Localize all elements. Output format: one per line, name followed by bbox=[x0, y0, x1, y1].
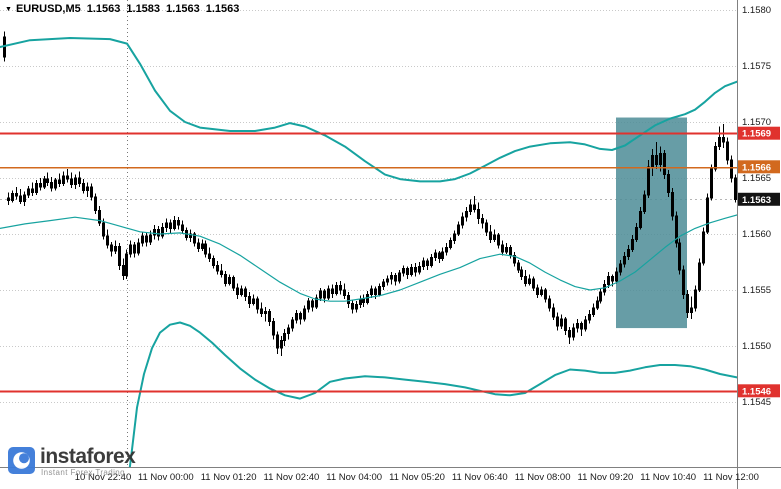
time-axis-label: 11 Nov 08:00 bbox=[515, 472, 571, 483]
time-axis-label: 11 Nov 02:40 bbox=[263, 472, 319, 483]
price-axis-label: 1.1555 bbox=[742, 285, 771, 296]
time-axis-label: 11 Nov 12:00 bbox=[703, 472, 759, 483]
chart-title: ▼ EURUSD,M5 1.1563 1.1583 1.1563 1.1563 bbox=[5, 3, 239, 15]
time-axis[interactable]: 10 Nov 22:40 11 Nov 00:00 11 Nov 01:20 11 N… bbox=[0, 467, 781, 489]
price-axis-label: 1.1580 bbox=[742, 5, 771, 16]
collapse-arrow-icon[interactable]: ▼ bbox=[5, 5, 12, 13]
bollinger-upper-line bbox=[0, 37, 737, 183]
price-axis-label: 1.1575 bbox=[742, 61, 771, 72]
time-axis-label: 11 Nov 04:00 bbox=[326, 472, 382, 483]
price-badge-1.1546: 1.1546 bbox=[738, 384, 780, 398]
instaforex-watermark: instaforex Instant Forex Trading bbox=[8, 445, 136, 477]
symbol-timeframe-label: EURUSD,M5 bbox=[15, 3, 81, 15]
price-axis-label: 1.1550 bbox=[742, 341, 771, 352]
price-badge-1.1563: 1.1563 bbox=[738, 192, 780, 206]
price-badge-1.1569: 1.1569 bbox=[738, 126, 780, 140]
bollinger-lower-line bbox=[128, 321, 737, 467]
price-axis-label: 1.1570 bbox=[742, 117, 771, 128]
bollinger-middle-line bbox=[0, 214, 737, 302]
time-axis-label: 11 Nov 06:40 bbox=[452, 472, 508, 483]
price-axis-label: 1.1565 bbox=[742, 173, 771, 184]
price-badge-label: 1.1546 bbox=[742, 386, 771, 397]
time-axis-label: 11 Nov 00:00 bbox=[138, 472, 194, 483]
ohlc-open: 1.1563 bbox=[86, 3, 121, 15]
price-badge-label: 1.1563 bbox=[742, 195, 771, 206]
plot-area[interactable] bbox=[0, 0, 737, 489]
price-axis-label: 1.1560 bbox=[742, 229, 771, 240]
price-badge-1.1566: 1.1566 bbox=[738, 160, 780, 174]
instaforex-logo-icon bbox=[8, 447, 35, 474]
ohlc-high: 1.1583 bbox=[126, 3, 161, 15]
time-axis-label: 10 Nov 22:40 bbox=[75, 472, 132, 483]
time-axis-label: 11 Nov 10:40 bbox=[640, 472, 696, 483]
time-axis-label: 11 Nov 01:20 bbox=[201, 472, 257, 483]
time-axis-label: 11 Nov 09:20 bbox=[577, 472, 633, 483]
candles-layer bbox=[3, 31, 737, 357]
watermark-brand-text: instaforex bbox=[40, 445, 136, 468]
ohlc-close: 1.1563 bbox=[205, 3, 240, 15]
ohlc-low: 1.1563 bbox=[166, 3, 200, 15]
watermark-tagline-text: Instant Forex Trading bbox=[41, 468, 125, 477]
price-axis[interactable]: 1.1580 1.1575 1.1570 1.1565 1.1560 1.1555 1.15… bbox=[737, 0, 781, 489]
price-axis-label: 1.1545 bbox=[742, 397, 771, 408]
price-badge-label: 1.1569 bbox=[742, 129, 771, 140]
price-badge-label: 1.1566 bbox=[742, 162, 771, 173]
time-axis-label: 11 Nov 05:20 bbox=[389, 472, 445, 483]
